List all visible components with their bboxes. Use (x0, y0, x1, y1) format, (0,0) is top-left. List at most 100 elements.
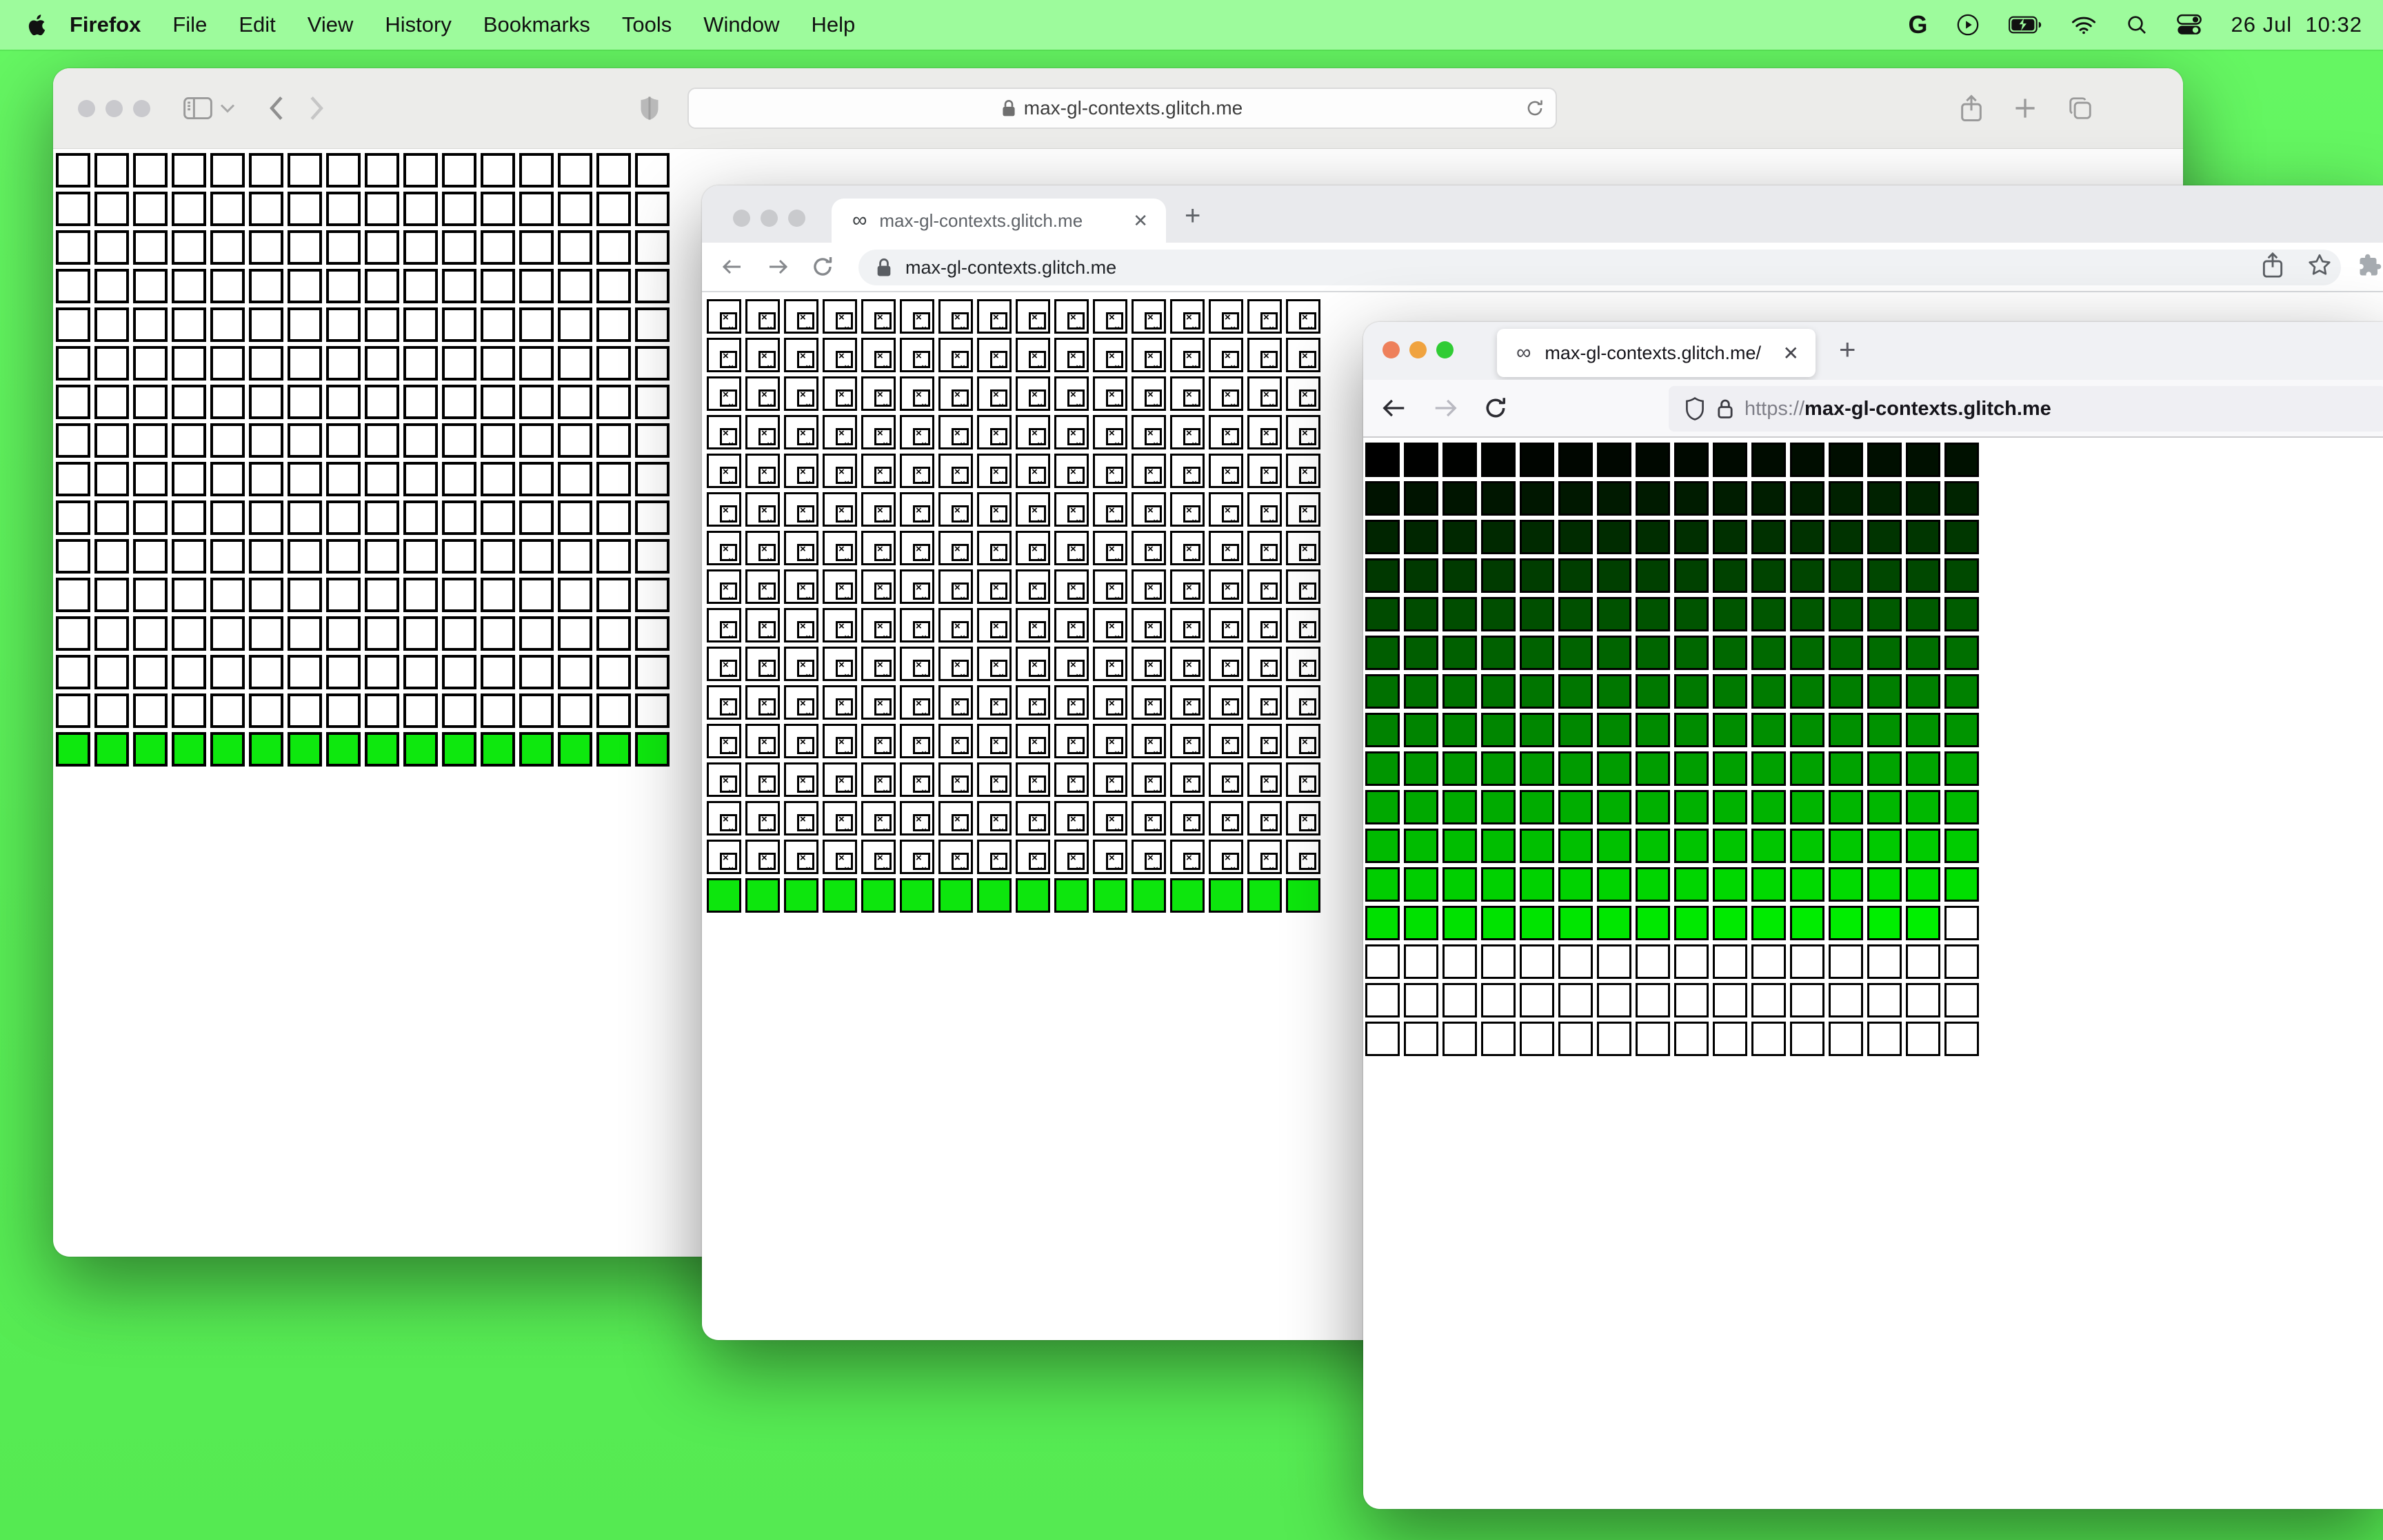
battery-charging-icon[interactable] (2009, 16, 2042, 34)
bookmark-star-icon[interactable] (2307, 253, 2332, 281)
webgl-canvas-cell: × ⌄ (707, 724, 741, 758)
zoom-button[interactable] (1436, 341, 1454, 358)
menu-clock[interactable]: 26 Jul 10:32 (2231, 12, 2362, 37)
webgl-canvas-cell (635, 655, 670, 689)
zoom-button[interactable] (788, 210, 805, 227)
menu-item-bookmarks[interactable]: Bookmarks (483, 12, 590, 37)
privacy-shield-icon[interactable] (639, 95, 660, 121)
wifi-icon[interactable] (2071, 15, 2097, 34)
webgl-canvas-cell (94, 732, 129, 767)
webgl-canvas-cell: × ⌄ (1054, 647, 1089, 681)
broken-image-icon: × ⌄ (1106, 621, 1123, 639)
webgl-canvas-cell (1365, 674, 1400, 709)
close-button[interactable] (733, 210, 750, 227)
grammarly-g-icon[interactable]: G (1908, 10, 1928, 39)
webgl-canvas-cell (558, 423, 592, 458)
webgl-canvas-cell (1170, 878, 1205, 913)
broken-image-icon: × ⌄ (1260, 582, 1278, 600)
close-button[interactable] (78, 99, 95, 117)
play-circle-icon[interactable] (1956, 13, 1980, 37)
menu-item-firefox[interactable]: Firefox (70, 12, 141, 37)
share-icon[interactable] (2262, 252, 2284, 282)
webgl-canvas-cell: × ⌄ (707, 569, 741, 604)
webgl-canvas-cell: × ⌄ (900, 647, 934, 681)
menu-item-help[interactable]: Help (811, 12, 856, 37)
webgl-canvas-cell (172, 269, 206, 303)
padlock-icon[interactable] (1717, 398, 1733, 419)
chevron-down-icon[interactable] (219, 102, 236, 114)
menu-item-tools[interactable]: Tools (621, 12, 672, 37)
tab-close-icon[interactable]: ✕ (1133, 210, 1148, 231)
reload-icon[interactable] (1525, 99, 1545, 118)
reload-button[interactable] (1483, 396, 1508, 421)
new-tab-icon[interactable] (2013, 97, 2037, 120)
menu-item-history[interactable]: History (385, 12, 452, 37)
tab-overview-icon[interactable] (2067, 95, 2093, 121)
reload-button[interactable] (811, 255, 834, 278)
tab-close-icon[interactable]: ✕ (1782, 342, 1799, 364)
broken-image-icon: × ⌄ (720, 776, 737, 793)
close-button[interactable] (1382, 341, 1400, 358)
webgl-canvas-cell (635, 500, 670, 535)
extensions-puzzle-icon[interactable] (2357, 253, 2382, 281)
webgl-canvas-cell (1365, 713, 1400, 747)
webgl-canvas-cell: × ⌄ (1286, 685, 1320, 720)
webgl-canvas-cell: × ⌄ (1286, 492, 1320, 527)
forward-button[interactable] (765, 254, 790, 279)
search-icon[interactable] (2126, 14, 2148, 36)
menu-item-file[interactable]: File (172, 12, 208, 37)
webgl-canvas-cell: × ⌄ (1286, 376, 1320, 411)
webgl-canvas-cell (1944, 867, 1979, 902)
menu-item-window[interactable]: Window (703, 12, 780, 37)
broken-image-icon: × ⌄ (1106, 312, 1123, 330)
webgl-canvas-cell (1636, 867, 1670, 902)
broken-image-icon: × ⌄ (1106, 505, 1123, 523)
zoom-button[interactable] (133, 99, 150, 117)
chrome-active-tab[interactable]: ∞ max-gl-contexts.glitch.me ✕ (832, 199, 1166, 243)
minimize-button[interactable] (105, 99, 123, 117)
webgl-canvas-cell (133, 539, 168, 574)
safari-url-field[interactable]: max-gl-contexts.glitch.me (687, 88, 1557, 129)
minimize-button[interactable] (1409, 341, 1427, 358)
webgl-canvas-cell (1944, 829, 1979, 863)
webgl-canvas-cell: × ⌄ (977, 762, 1012, 797)
forward-button[interactable] (1432, 395, 1458, 421)
webgl-canvas-cell (481, 385, 515, 419)
webgl-canvas-cell (442, 578, 476, 612)
back-button[interactable] (1381, 395, 1407, 421)
sidebar-icon[interactable] (183, 97, 212, 120)
webgl-canvas-cell (210, 423, 245, 458)
webgl-canvas-cell (249, 346, 283, 381)
webgl-canvas-cell: × ⌄ (1016, 415, 1050, 449)
webgl-canvas-cell (1558, 983, 1593, 1017)
webgl-canvas-cell: × ⌄ (938, 415, 973, 449)
webgl-canvas-cell: × ⌄ (1132, 608, 1166, 642)
apple-menu-icon[interactable] (28, 14, 46, 36)
menu-item-view[interactable]: View (307, 12, 354, 37)
firefox-active-tab[interactable]: ∞ max-gl-contexts.glitch.me/ ✕ (1497, 329, 1816, 377)
new-tab-button[interactable]: + (1839, 333, 1856, 365)
webgl-canvas-cell (1751, 481, 1786, 516)
broken-image-icon: × ⌄ (1260, 660, 1278, 678)
webgl-canvas-cell (1944, 983, 1979, 1017)
firefox-url-field[interactable]: https://max-gl-contexts.glitch.me (1669, 386, 2383, 432)
share-icon[interactable] (1960, 94, 1983, 122)
broken-image-icon: × ⌄ (1029, 467, 1046, 485)
chrome-url-field[interactable]: max-gl-contexts.glitch.me (858, 250, 2341, 285)
control-center-icon[interactable] (2177, 14, 2202, 36)
menu-item-edit[interactable]: Edit (239, 12, 276, 37)
minimize-button[interactable] (761, 210, 778, 227)
webgl-canvas-cell (481, 539, 515, 574)
webgl-canvas-cell: × ⌄ (784, 531, 818, 565)
back-button[interactable] (269, 95, 284, 121)
new-tab-button[interactable]: + (1185, 201, 1201, 231)
webgl-canvas-cell (481, 192, 515, 226)
broken-image-icon: × ⌄ (1183, 621, 1200, 639)
broken-image-icon: × ⌄ (1260, 776, 1278, 793)
broken-image-icon: × ⌄ (1260, 853, 1278, 871)
forward-button[interactable] (309, 95, 324, 121)
back-button[interactable] (720, 254, 745, 279)
webgl-canvas-cell (1906, 520, 1940, 554)
tracking-shield-icon[interactable] (1685, 397, 1705, 421)
webgl-canvas-cell: × ⌄ (861, 608, 896, 642)
